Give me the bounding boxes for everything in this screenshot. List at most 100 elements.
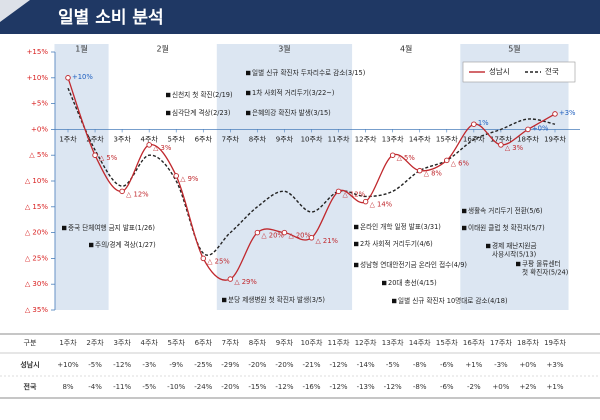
value-label: △ 29%: [234, 278, 257, 286]
annotation-bullet: [166, 110, 171, 116]
table-cell: +1%: [547, 383, 564, 391]
table-cell: -24%: [194, 383, 212, 391]
table-cell: 전국: [24, 382, 37, 391]
table-header: 3주차: [113, 338, 131, 347]
point: [146, 142, 152, 148]
point: [65, 75, 71, 81]
table-cell: -13%: [357, 383, 375, 391]
month-label: 4월: [400, 44, 412, 54]
point: [471, 121, 477, 127]
value-label: △ 20%: [288, 232, 311, 240]
table-cell: -12%: [330, 361, 348, 369]
annotation-bullet: [462, 208, 467, 214]
table-header: 12주차: [355, 338, 377, 347]
x-tick-label: 8주차: [249, 134, 267, 143]
annotation-bullet: [222, 297, 227, 303]
x-tick-label: 15주차: [436, 134, 458, 143]
y-tick-label: △ 15%: [25, 203, 49, 211]
table-cell: -5%: [142, 383, 156, 391]
table-bg: [0, 330, 600, 416]
table-cell: -20%: [248, 361, 266, 369]
y-tick-label: +0%: [31, 125, 48, 133]
x-tick-label: 4주차: [140, 134, 158, 143]
annotation-bullet: [392, 298, 397, 304]
x-tick-label: 9주차: [276, 134, 294, 143]
annotation-bullet: [89, 242, 94, 248]
table-header: 7주차: [222, 338, 240, 347]
table-cell: -29%: [221, 361, 239, 369]
x-tick-label: 2주차: [86, 134, 104, 143]
table-header: 15주차: [436, 338, 458, 347]
x-tick-label: 14주차: [409, 134, 431, 143]
table-cell: -12%: [384, 383, 402, 391]
value-label: △ 25%: [207, 257, 230, 265]
page-title: 일별 소비 분석: [58, 8, 164, 28]
x-tick-label: 1주차: [59, 134, 77, 143]
month-label: 5월: [508, 44, 520, 54]
y-tick-label: +5%: [31, 100, 48, 108]
legend-label: 성남시: [489, 67, 510, 76]
legend-box: [462, 61, 576, 83]
annotation-bullet: [62, 225, 67, 231]
table-header: 1주차: [59, 338, 77, 347]
value-label: +0%: [532, 124, 549, 132]
table-cell: -21%: [302, 361, 320, 369]
annotation: 첫 확진자(5/24): [522, 268, 568, 277]
point: [389, 152, 396, 158]
y-tick-label: △ 35%: [25, 306, 49, 314]
month-bands: [54, 44, 569, 310]
annotation-bullet: [354, 262, 359, 268]
x-tick-label: 19주차: [544, 134, 566, 143]
y-tick-label: △ 25%: [25, 254, 49, 262]
point: [173, 173, 179, 179]
x-tick-label: 5주차: [168, 134, 186, 143]
annotation-bullet: [462, 225, 467, 231]
point: [498, 142, 504, 148]
value-label: △ 12%: [126, 190, 149, 198]
annotation: 분당 제생병원 첫 확진자 발생(3/5): [228, 295, 325, 304]
x-tick-label: 7주차: [222, 134, 240, 143]
point: [92, 152, 98, 158]
value-label: △ 14%: [370, 201, 393, 209]
annotation: 2차 사회적 거리두기(4/6): [360, 239, 433, 248]
table-cell: -5%: [386, 361, 400, 369]
table-header: 14주차: [409, 338, 431, 347]
table-cell: -12%: [113, 361, 131, 369]
annotation-bullet: [486, 243, 491, 249]
table-header: 구분: [24, 339, 37, 347]
annotation-bullet: [382, 280, 387, 286]
table-cell: 8%: [62, 383, 73, 391]
value-label: △ 3%: [153, 144, 172, 152]
header-bar: [0, 0, 600, 34]
point: [444, 157, 450, 164]
point: [335, 188, 342, 195]
point: [525, 126, 531, 133]
x-tick-label: 12주차: [355, 134, 377, 143]
annotation-bullet: [516, 261, 521, 267]
y-tick-label: +10%: [27, 74, 49, 82]
table-header: 10주차: [301, 338, 323, 347]
table-cell: +0%: [519, 361, 536, 369]
month-label: 2월: [156, 44, 168, 54]
table-cell: -12%: [330, 383, 348, 391]
table-header: 5주차: [168, 338, 186, 347]
annotation: 주의/경계 격상(1/27): [95, 240, 156, 249]
table-cell: +1%: [465, 361, 482, 369]
table-cell: -4%: [88, 383, 102, 391]
table-cell: -25%: [194, 361, 212, 369]
table-cell: +0%: [492, 383, 509, 391]
annotation: 은혜의강 확진자 발생(3/15): [252, 108, 331, 117]
y-tick-label: +15%: [27, 48, 49, 56]
table-cell: -12%: [275, 383, 293, 391]
point: [362, 198, 369, 205]
y-tick-label: △ 20%: [25, 229, 49, 237]
y-tick-label: △ 30%: [25, 280, 49, 288]
point: [416, 167, 423, 174]
annotation: 1차 사회적 거리두기(3/22~): [252, 88, 334, 97]
table-cell: -15%: [248, 383, 266, 391]
value-label: △ 20%: [261, 232, 284, 240]
table-cell: -2%: [467, 383, 481, 391]
table-cell: -9%: [169, 361, 183, 369]
